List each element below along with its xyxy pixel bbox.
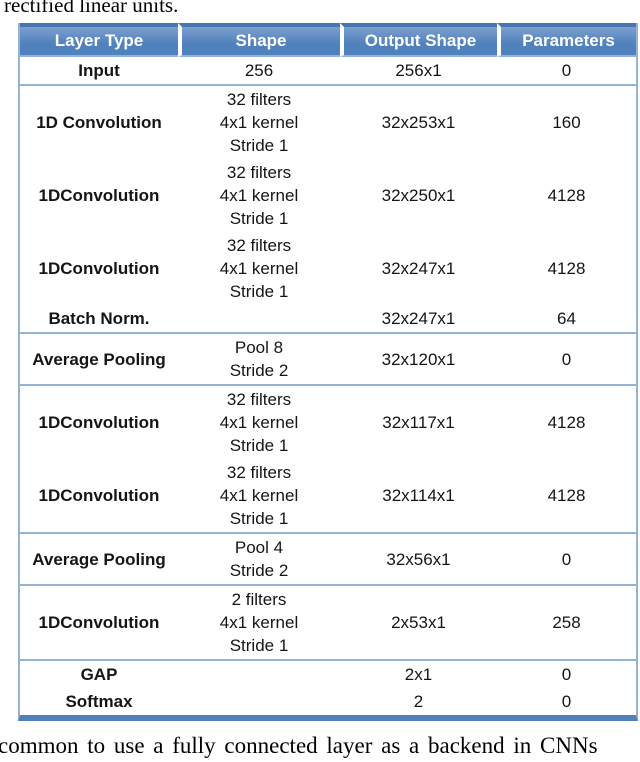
caption-below-table: common to use a fully connected layer as… — [0, 733, 598, 758]
shape-cell: Pool 4 Stride 2 — [178, 534, 340, 586]
output-shape-cell: 256x1 — [340, 57, 497, 86]
parameters-cell: 0 — [561, 665, 572, 684]
shape-cell: 2 filters 4x1 kernel Stride 1 — [178, 586, 340, 661]
shape-cell — [178, 688, 340, 715]
shape-cell: 32 filters 4x1 kernel Stride 1 — [219, 90, 299, 155]
table-row-conv3: 1DConvolution 32 filters 4x1 kernel Stri… — [20, 232, 636, 305]
table-row-conv4: 1DConvolution 32 filters 4x1 kernel Stri… — [20, 386, 636, 459]
parameters-cell: 0 — [497, 57, 636, 86]
layer-type-cell: 1DConvolution — [38, 259, 160, 278]
table-row-gap: GAP 2x1 0 — [20, 661, 636, 688]
parameters-cell: 0 — [497, 334, 636, 386]
output-shape-cell: 32x56x1 — [340, 534, 497, 586]
parameters-cell: 0 — [561, 692, 572, 711]
layer-type-cell: GAP — [80, 665, 118, 684]
table-row-avg-pool-1: Average Pooling Pool 8 Stride 2 32x120x1… — [20, 334, 636, 386]
table-row-avg-pool-2: Average Pooling Pool 4 Stride 2 32x56x1 … — [20, 534, 636, 586]
parameters-cell: 4128 — [497, 459, 636, 534]
layer-type-cell: Softmax — [65, 692, 133, 711]
shape-cell: 32 filters 4x1 kernel Stride 1 — [178, 459, 340, 534]
parameters-cell: 4128 — [547, 186, 586, 205]
layer-type-cell: Average Pooling — [20, 334, 178, 386]
header-row: Layer Type Shape Output Shape Parameters — [20, 23, 636, 57]
parameters-cell: 258 — [497, 586, 636, 661]
table-row-conv2: 1DConvolution 32 filters 4x1 kernel Stri… — [20, 159, 636, 232]
parameters-cell: 0 — [497, 534, 636, 586]
table-row-batch-norm: Batch Norm. 32x247x1 64 — [20, 305, 636, 334]
output-shape-cell: 32x120x1 — [340, 334, 497, 386]
layer-type-cell: Batch Norm. — [20, 305, 178, 334]
table-row-softmax: Softmax 2 0 — [20, 688, 636, 715]
output-shape-cell: 2x1 — [404, 665, 433, 684]
caption-above-table: rectified linear units. — [4, 0, 179, 17]
table-header: Layer Type Shape Output Shape Parameters — [20, 23, 636, 57]
table-row-conv6: 1DConvolution 2 filters 4x1 kernel Strid… — [20, 586, 636, 661]
shape-cell — [178, 661, 340, 688]
output-shape-cell: 32x250x1 — [381, 186, 456, 205]
output-shape-cell: 32x247x1 — [340, 305, 497, 334]
output-shape-cell: 32x114x1 — [340, 459, 497, 534]
layer-type-cell: 1DConvolution — [38, 186, 160, 205]
layer-type-cell: Input — [20, 57, 178, 86]
shape-cell: Pool 8 Stride 2 — [178, 334, 340, 386]
output-shape-cell: 32x117x1 — [382, 413, 455, 432]
parameters-cell: 4128 — [547, 259, 586, 278]
output-shape-cell: 2x53x1 — [340, 586, 497, 661]
header-shape: Shape — [178, 23, 340, 57]
shape-cell: 32 filters 4x1 kernel Stride 1 — [219, 163, 299, 228]
parameters-cell: 4128 — [547, 413, 586, 432]
cnn-architecture-table: Layer Type Shape Output Shape Parameters… — [18, 23, 638, 721]
layer-type-cell: 1DConvolution — [20, 459, 178, 534]
output-shape-cell: 32x253x1 — [381, 113, 456, 132]
shape-cell — [178, 305, 340, 334]
header-output-shape: Output Shape — [340, 23, 497, 57]
header-layer-type: Layer Type — [20, 23, 178, 57]
parameters-cell: 160 — [552, 113, 581, 132]
layer-type-cell: 1DConvolution — [20, 586, 178, 661]
layer-type-cell: 1D Convolution — [36, 113, 162, 132]
table-row-conv1: 1D Convolution 32 filters 4x1 kernel Str… — [20, 86, 636, 159]
shape-cell: 256 — [178, 57, 340, 86]
shape-cell: 32 filters 4x1 kernel Stride 1 — [219, 390, 299, 455]
layer-type-cell: Average Pooling — [20, 534, 178, 586]
output-shape-cell: 2 — [413, 692, 424, 711]
output-shape-cell: 32x247x1 — [381, 259, 456, 278]
shape-cell: 32 filters 4x1 kernel Stride 1 — [219, 236, 299, 301]
header-parameters: Parameters — [497, 23, 636, 57]
parameters-cell: 64 — [497, 305, 636, 334]
table-row-input: Input 256 256x1 0 — [20, 57, 636, 86]
layer-type-cell: 1DConvolution — [38, 413, 160, 432]
table-row-conv5: 1DConvolution 32 filters 4x1 kernel Stri… — [20, 459, 636, 534]
